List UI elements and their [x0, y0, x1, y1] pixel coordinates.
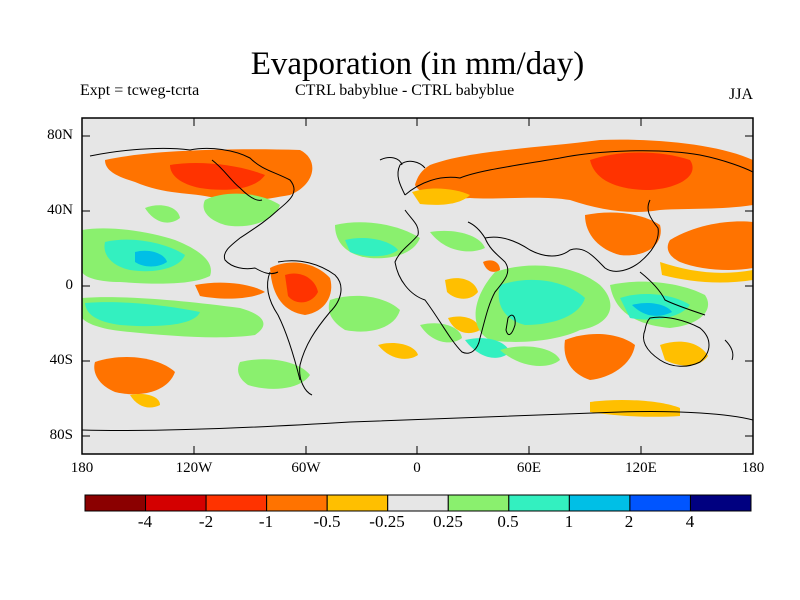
anomaly-region-amazon-core	[285, 273, 318, 303]
colorbar-label: -2	[198, 512, 214, 531]
colorbar-label: 2	[624, 512, 634, 531]
colorbar-label: 0.25	[433, 512, 463, 531]
colorbar-swatch	[205, 494, 268, 512]
lon-label-120w: 120W	[175, 460, 213, 476]
anomaly-region-south-pacific-outer	[130, 394, 160, 408]
colorbar-swatch	[447, 494, 510, 512]
colorbar-swatch	[508, 494, 570, 512]
axis-ticks	[82, 118, 753, 454]
colorbar-label: 0.5	[497, 512, 519, 531]
anomaly-region-china	[585, 212, 661, 256]
lon-label-60w: 60W	[291, 460, 321, 476]
anomaly-region-south-america-green	[328, 295, 400, 332]
colorbar-swatch	[326, 494, 389, 512]
colorbar-label: -1	[258, 512, 274, 531]
evaporation-field	[82, 118, 753, 454]
experiment-label: Expt = tcweg-tcrta	[80, 82, 200, 99]
lon-label-180w: 180	[70, 460, 94, 476]
lon-label-60e: 60E	[516, 460, 542, 476]
anomaly-region-gulf-green	[145, 205, 180, 223]
colorbar-label: -4	[137, 512, 153, 531]
anomaly-region-southern-indian-teal	[465, 338, 510, 358]
anomaly-region-south-pacific	[94, 357, 175, 395]
colorbar-swatch	[387, 494, 449, 512]
anomaly-region-west-pacific	[667, 221, 753, 270]
anomaly-region-north-atlantic-green	[203, 193, 280, 227]
season-label: JJA	[728, 86, 753, 103]
lat-label-40s: 40S	[49, 352, 73, 368]
anomaly-region-indian-ocean-teal	[498, 279, 585, 325]
anomaly-region-north-pacific-blue	[135, 250, 167, 267]
colorbar-swatch	[84, 494, 147, 512]
anomaly-region-east-africa	[445, 278, 478, 299]
comparison-label: CTRL babyblue - CTRL babyblue	[295, 82, 515, 99]
coastlines	[82, 147, 753, 432]
anomaly-region-southern-ocean-green	[238, 359, 310, 389]
lon-label-120e: 120E	[625, 460, 657, 476]
anomaly-region-west-pacific-outer	[660, 262, 753, 283]
anomaly-region-madagascar-west	[448, 316, 480, 334]
anomaly-region-maritime-blue	[632, 302, 672, 316]
colorbar-swatch	[145, 494, 207, 512]
anomaly-region-south-atlantic	[378, 343, 418, 359]
colorbar-label: -0.25	[369, 512, 405, 531]
colorbar-swatch	[266, 494, 328, 512]
anomaly-region-europe-green	[430, 230, 485, 252]
lon-label-0: 0	[413, 460, 421, 476]
colorbar-label: 4	[685, 512, 695, 531]
anomaly-region-tasman	[660, 341, 708, 366]
lat-label-80s: 80S	[49, 427, 73, 443]
anomaly-region-europe-orange	[412, 188, 470, 205]
anomaly-region-south-pacific-teal-core	[85, 302, 200, 327]
anomaly-region-southern-indian	[564, 333, 635, 380]
lat-label-80n: 80N	[47, 127, 73, 143]
colorbar-label: -0.5	[313, 512, 341, 531]
lat-label-40n: 40N	[47, 202, 73, 218]
anomaly-region-atlantic-teal	[345, 238, 398, 257]
lon-label-180e: 180	[741, 460, 765, 476]
anomaly-region-east-pacific	[195, 282, 265, 299]
colorbar-swatch	[568, 494, 631, 512]
plot-title: Evaporation (in mm/day)	[250, 46, 585, 82]
colorbar-swatch	[629, 494, 691, 512]
anomaly-region-southern-indian-green	[500, 346, 560, 366]
colorbar-label: 1	[564, 512, 574, 531]
anomaly-region-south-atlantic-green	[420, 323, 462, 343]
anomaly-region-horn	[483, 260, 500, 272]
lat-label-eq: 0	[65, 277, 74, 293]
anomaly-region-north-america-core	[170, 163, 265, 190]
colorbar-swatch	[689, 494, 752, 512]
colorbar	[84, 494, 752, 512]
anomaly-region-siberia-core	[590, 152, 693, 190]
